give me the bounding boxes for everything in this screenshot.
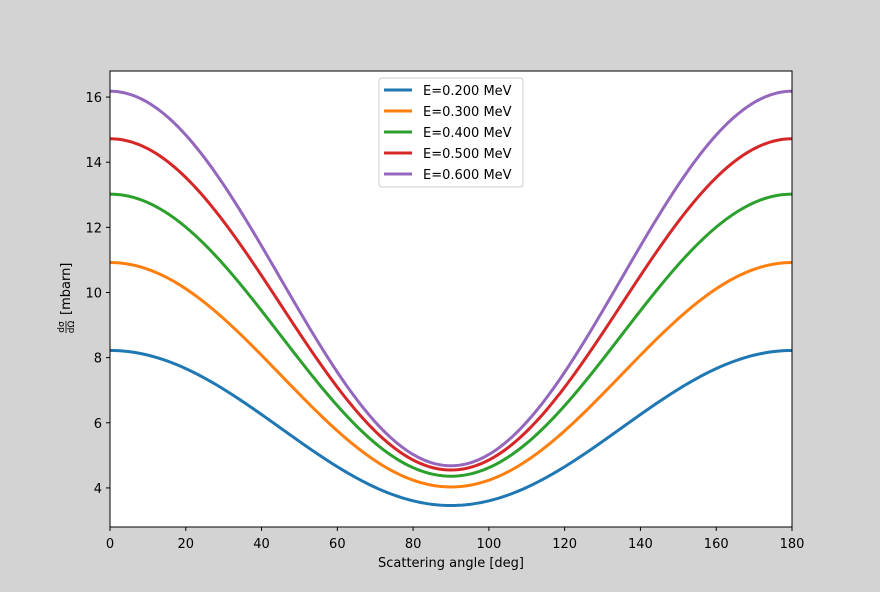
x-tick-label: 160 bbox=[704, 537, 729, 552]
series-line-2 bbox=[109, 261, 793, 489]
x-tick-label: 20 bbox=[178, 537, 195, 552]
x-tick-label: 120 bbox=[552, 537, 577, 552]
y-tick-label: 8 bbox=[94, 352, 102, 367]
y-tick-label: 14 bbox=[85, 156, 102, 171]
y-axis-label-numerator: dσ bbox=[57, 321, 67, 333]
series-line-3 bbox=[109, 192, 793, 478]
series-line-4 bbox=[109, 137, 793, 472]
y-axis-ticks: 4 6 8 10 12 14 16 bbox=[85, 91, 110, 497]
legend-box bbox=[378, 77, 524, 188]
plot-frame bbox=[109, 70, 793, 528]
series-lines bbox=[109, 89, 793, 507]
series-line-1 bbox=[109, 348, 793, 507]
legend-label: E=0.600 MeV bbox=[423, 168, 512, 183]
legend: E=0.200 MeV E=0.300 MeV E=0.400 MeV E=0.500… bbox=[378, 77, 524, 188]
legend-label: E=0.400 MeV bbox=[423, 126, 512, 141]
x-tick-label: 0 bbox=[106, 537, 114, 552]
x-tick-label: 60 bbox=[329, 537, 346, 552]
x-tick-label: 140 bbox=[628, 537, 653, 552]
x-tick-label: 180 bbox=[780, 537, 805, 552]
y-tick-label: 12 bbox=[85, 221, 102, 236]
y-tick-label: 10 bbox=[85, 286, 102, 301]
x-tick-label: 80 bbox=[405, 537, 422, 552]
y-axis-label-unit: [mbarn] bbox=[59, 263, 74, 315]
x-axis-ticks: 0 20 40 60 80 100 120 140 160 180 bbox=[106, 527, 805, 552]
y-tick-label: 16 bbox=[85, 91, 102, 106]
x-tick-label: 40 bbox=[253, 537, 270, 552]
y-axis-label-denominator: dΩ bbox=[67, 321, 77, 334]
legend-label: E=0.200 MeV bbox=[423, 84, 512, 99]
x-axis-label: Scattering angle [deg] bbox=[378, 556, 524, 571]
series-line-5 bbox=[109, 89, 793, 468]
y-axis-label: dσ dΩ [mbarn] bbox=[57, 263, 77, 334]
x-tick-label: 100 bbox=[476, 537, 501, 552]
legend-label: E=0.300 MeV bbox=[423, 105, 512, 120]
y-tick-label: 6 bbox=[94, 417, 102, 432]
legend-label: E=0.500 MeV bbox=[423, 147, 512, 162]
y-tick-label: 4 bbox=[94, 482, 102, 497]
